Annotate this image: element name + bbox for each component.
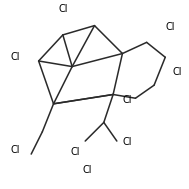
Text: Cl: Cl	[70, 147, 80, 157]
Text: Cl: Cl	[122, 95, 132, 105]
Text: Cl: Cl	[11, 145, 20, 155]
Text: Cl: Cl	[11, 52, 20, 62]
Text: Cl: Cl	[82, 165, 92, 175]
Text: Cl: Cl	[173, 67, 182, 77]
Text: Cl: Cl	[165, 22, 175, 33]
Text: Cl: Cl	[122, 137, 132, 147]
Text: Cl: Cl	[58, 4, 68, 14]
